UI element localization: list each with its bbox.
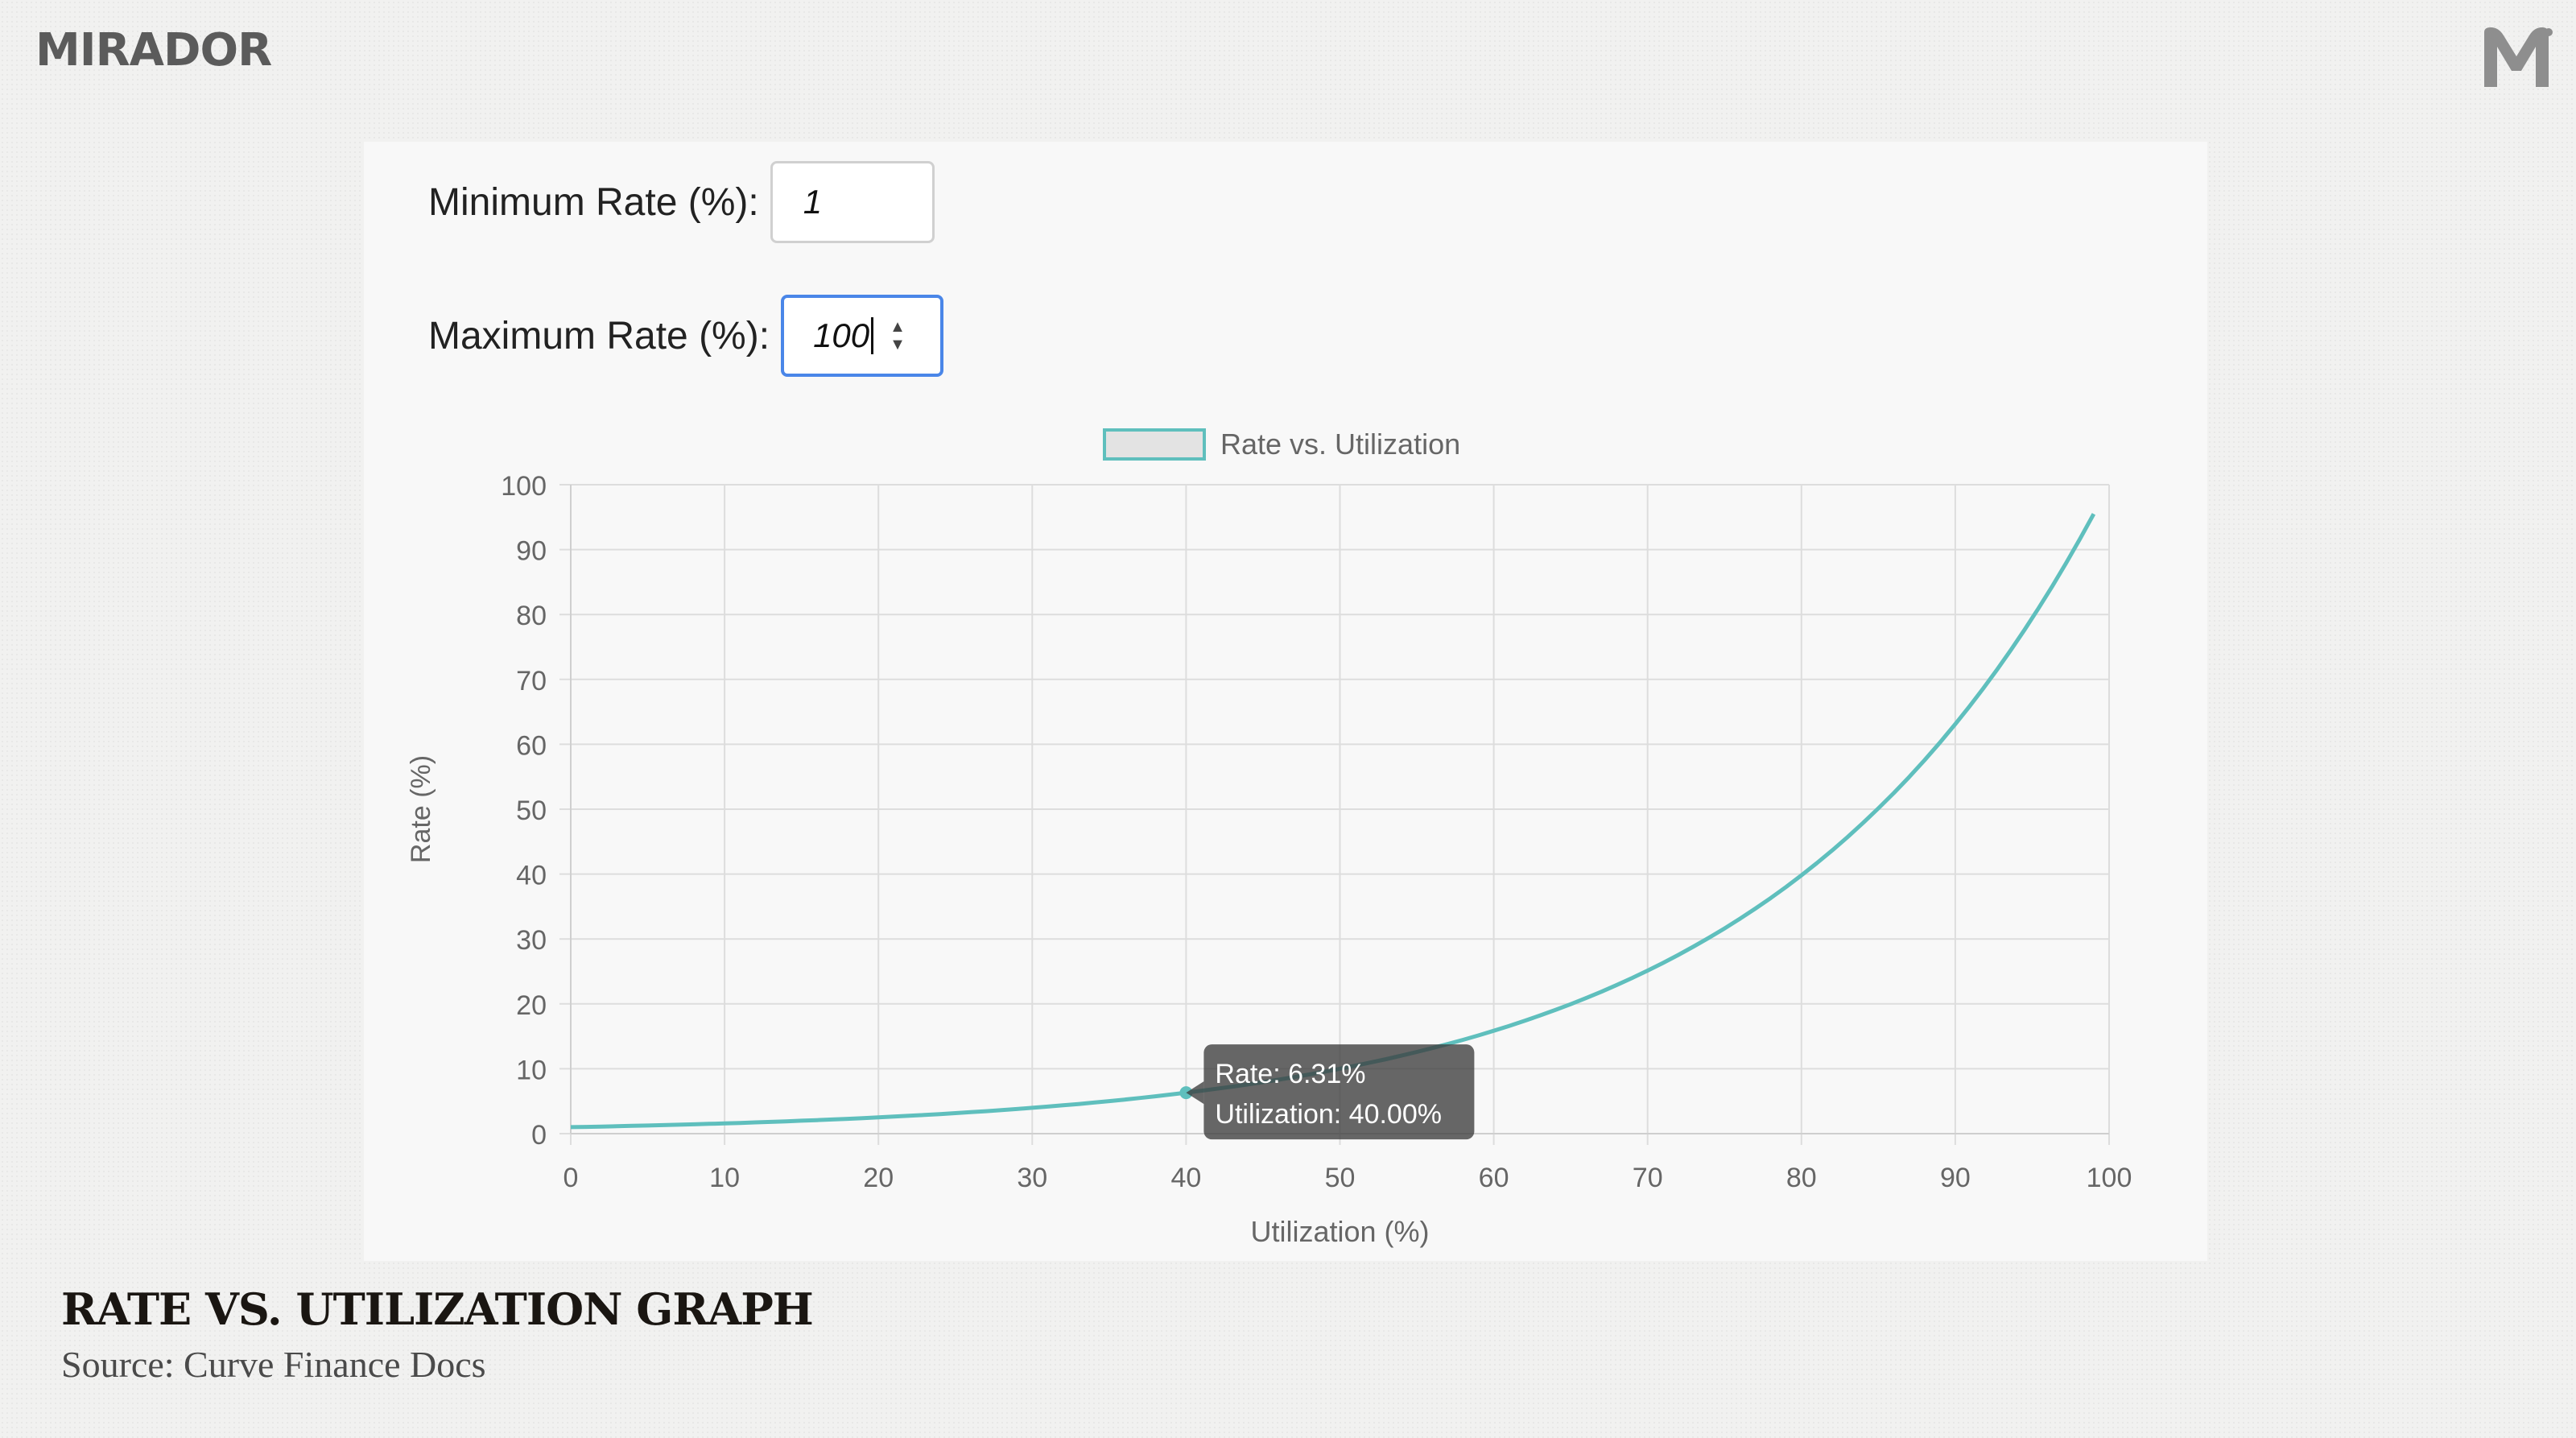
- spinner-down-icon[interactable]: ▼: [890, 336, 906, 353]
- y-tick-label: 80: [516, 601, 547, 631]
- x-tick-label: 50: [1325, 1163, 1356, 1193]
- x-tick-label: 10: [709, 1163, 740, 1193]
- min-rate-value: 1: [803, 183, 823, 221]
- legend-swatch: [1103, 428, 1206, 461]
- min-rate-label: Minimum Rate (%):: [428, 180, 759, 224]
- y-tick-label: 20: [516, 990, 547, 1021]
- y-tick-label: 0: [531, 1120, 547, 1151]
- rate-utilization-chart: 0 10 20 30 40 50 60 70 80 90 100 0 10 20 30 40 50 60 70 80 9…: [406, 428, 2132, 1248]
- brand-logo: MIRADOR: [35, 24, 272, 76]
- max-rate-label: Maximum Rate (%):: [428, 314, 770, 357]
- tooltip-pointer: [1186, 1081, 1204, 1105]
- text-caret: [871, 317, 874, 354]
- y-tick-label: 90: [516, 536, 547, 567]
- y-tick-label: 60: [516, 730, 547, 761]
- y-axis-label: Rate (%): [406, 755, 436, 863]
- y-tick-label: 30: [516, 925, 547, 956]
- y-tick-label: 50: [516, 795, 547, 826]
- min-rate-input[interactable]: 1: [770, 161, 935, 243]
- x-axis-label: Utilization (%): [1250, 1215, 1429, 1248]
- max-rate-value: 100: [813, 316, 870, 354]
- x-tick-label: 40: [1170, 1163, 1201, 1193]
- tooltip-rate-text: Rate: 6.31%: [1215, 1059, 1365, 1089]
- y-tick-label: 10: [516, 1055, 547, 1085]
- tooltip-utilization-text: Utilization: 40.00%: [1215, 1099, 1442, 1130]
- x-tick-label: 70: [1633, 1163, 1663, 1193]
- x-tick-label: 90: [1940, 1163, 1971, 1193]
- x-tick-label: 60: [1479, 1163, 1509, 1193]
- y-tick-label: 70: [516, 666, 547, 696]
- spinner-up-icon[interactable]: ▲: [890, 318, 906, 336]
- min-rate-row: Minimum Rate (%): 1: [428, 161, 935, 243]
- legend-label: Rate vs. Utilization: [1220, 428, 1460, 461]
- calculator-panel: Minimum Rate (%): 1 Maximum Rate (%): 10…: [364, 142, 2207, 1261]
- number-spinner[interactable]: ▲ ▼: [890, 318, 906, 353]
- y-tick-label: 40: [516, 861, 547, 891]
- x-tick-label: 0: [564, 1163, 579, 1193]
- x-tick-label: 100: [2087, 1163, 2132, 1193]
- caption-source: Source: Curve Finance Docs: [61, 1344, 486, 1385]
- max-rate-input[interactable]: 100 ▲ ▼: [781, 295, 944, 377]
- tooltip-box: [1203, 1044, 1475, 1140]
- y-tick-label: 100: [501, 471, 547, 502]
- x-tick-label: 30: [1017, 1163, 1047, 1193]
- brand-mark-icon: [2484, 27, 2553, 87]
- x-tick-label: 80: [1786, 1163, 1817, 1193]
- max-rate-row: Maximum Rate (%): 100 ▲ ▼: [428, 295, 944, 377]
- series-line-rate: [570, 513, 2096, 1130]
- caption-title: RATE VS. UTILIZATION GRAPH: [61, 1283, 814, 1335]
- x-tick-label: 20: [863, 1163, 894, 1193]
